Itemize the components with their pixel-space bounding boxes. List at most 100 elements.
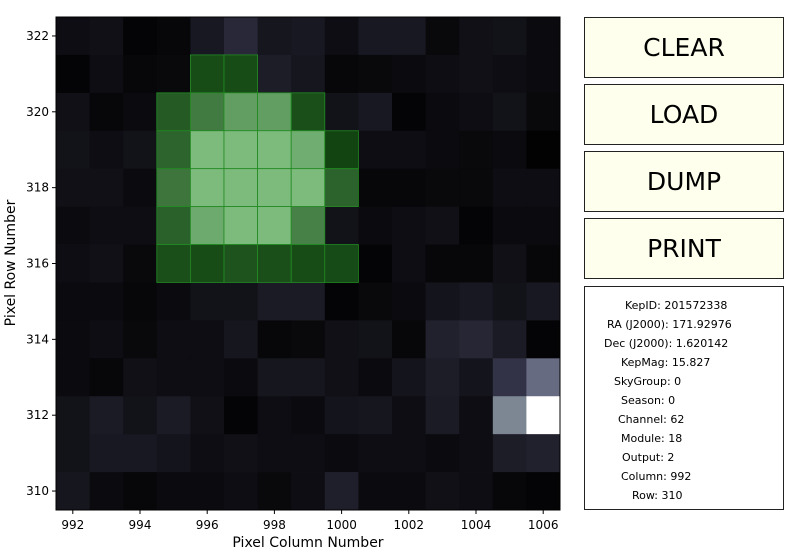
pixel-cell[interactable] (257, 282, 292, 321)
pixel-cell[interactable] (123, 244, 158, 283)
pixel-cell[interactable] (526, 130, 561, 170)
pixel-cell[interactable] (459, 434, 494, 473)
pixel-cell[interactable] (425, 472, 460, 511)
pixel-cell[interactable] (324, 54, 359, 94)
pixel-cell[interactable] (526, 206, 561, 245)
pixel-cell[interactable] (425, 320, 460, 359)
pixel-cell[interactable] (291, 17, 326, 56)
pixel-cell[interactable] (89, 54, 124, 94)
mask-pixel-cell[interactable] (223, 168, 258, 208)
mask-pixel-cell[interactable] (324, 168, 359, 208)
pixel-cell[interactable] (526, 54, 561, 94)
pixel-cell[interactable] (425, 168, 460, 208)
pixel-cell[interactable] (425, 17, 460, 56)
pixel-cell[interactable] (324, 396, 359, 435)
pixel-cell[interactable] (324, 282, 359, 321)
pixel-cell[interactable] (492, 396, 527, 435)
pixel-cell[interactable] (526, 17, 561, 56)
mask-pixel-cell[interactable] (189, 130, 225, 170)
pixel-cell[interactable] (425, 282, 460, 321)
mask-pixel-cell[interactable] (257, 92, 292, 132)
pixel-cell[interactable] (492, 434, 527, 473)
pixel-cell[interactable] (459, 320, 494, 359)
mask-pixel-cell[interactable] (189, 168, 225, 208)
pixel-cell[interactable] (425, 244, 460, 283)
mask-pixel-cell[interactable] (257, 168, 292, 208)
pixel-cell[interactable] (257, 472, 292, 511)
pixel-cell[interactable] (425, 92, 460, 132)
pixel-cell[interactable] (89, 244, 124, 283)
mask-pixel-cell[interactable] (290, 130, 326, 170)
pixel-cell[interactable] (156, 472, 191, 511)
pixel-cell[interactable] (358, 17, 393, 56)
mask-pixel-cell[interactable] (290, 244, 326, 283)
pixel-cell[interactable] (392, 396, 426, 435)
pixel-cell[interactable] (123, 282, 158, 321)
pixel-cell[interactable] (526, 282, 561, 321)
pixel-cell[interactable] (291, 282, 326, 321)
mask-pixel-cell[interactable] (156, 130, 191, 170)
pixel-cell[interactable] (89, 358, 124, 397)
pixel-cell[interactable] (56, 206, 90, 245)
pixel-cell[interactable] (291, 320, 326, 359)
pixel-cell[interactable] (324, 206, 359, 245)
pixel-cell[interactable] (459, 92, 494, 132)
pixel-cell[interactable] (89, 396, 124, 435)
pixel-cell[interactable] (224, 320, 258, 359)
pixel-cell[interactable] (89, 168, 124, 208)
pixel-cell[interactable] (257, 17, 292, 56)
pixel-cell[interactable] (392, 358, 426, 397)
pixel-cell[interactable] (425, 434, 460, 473)
pixel-cell[interactable] (123, 320, 158, 359)
pixel-cell[interactable] (56, 282, 90, 321)
pixel-cell[interactable] (190, 434, 225, 473)
pixel-cell[interactable] (492, 92, 527, 132)
pixel-cell[interactable] (492, 54, 527, 94)
pixel-cell[interactable] (392, 206, 426, 245)
pixel-cell[interactable] (358, 396, 393, 435)
load-button[interactable]: LOAD (584, 84, 784, 145)
pixel-cell[interactable] (89, 434, 124, 473)
pixel-cell[interactable] (358, 358, 393, 397)
pixel-cell[interactable] (190, 396, 225, 435)
pixel-cell[interactable] (56, 434, 90, 473)
pixel-cell[interactable] (459, 130, 494, 170)
pixel-cell[interactable] (459, 168, 494, 208)
pixel-cell[interactable] (89, 472, 124, 511)
mask-pixel-cell[interactable] (257, 130, 292, 170)
pixel-cell[interactable] (392, 54, 426, 94)
pixel-cell[interactable] (392, 168, 426, 208)
pixel-cell[interactable] (526, 472, 561, 511)
pixel-cell[interactable] (358, 472, 393, 511)
mask-pixel-cell[interactable] (189, 206, 225, 245)
pixel-cell[interactable] (123, 92, 158, 132)
pixel-cell[interactable] (392, 244, 426, 283)
mask-pixel-cell[interactable] (223, 54, 258, 94)
pixel-cell[interactable] (358, 130, 393, 170)
pixel-cell[interactable] (526, 434, 561, 473)
pixel-cell[interactable] (392, 434, 426, 473)
pixel-cell[interactable] (358, 92, 393, 132)
mask-pixel-cell[interactable] (223, 92, 258, 132)
pixel-cell[interactable] (425, 54, 460, 94)
pixel-cell[interactable] (459, 244, 494, 283)
pixel-cell[interactable] (459, 206, 494, 245)
pixel-cell[interactable] (156, 54, 191, 94)
heatmap-chart[interactable]: 992 994 996 998 1000 1002 1004 1006 31031231431… (0, 0, 580, 560)
mask-pixel-cell[interactable] (290, 206, 326, 245)
pixel-cell[interactable] (425, 358, 460, 397)
pixel-cell[interactable] (56, 130, 90, 170)
pixel-cell[interactable] (89, 206, 124, 245)
pixel-cell[interactable] (123, 434, 158, 473)
pixel-cell[interactable] (459, 17, 494, 56)
pixel-cell[interactable] (324, 320, 359, 359)
pixel-cell[interactable] (358, 434, 393, 473)
pixel-cell[interactable] (56, 168, 90, 208)
mask-pixel-cell[interactable] (290, 168, 326, 208)
pixel-cell[interactable] (89, 92, 124, 132)
pixel-cell[interactable] (89, 282, 124, 321)
pixel-cell[interactable] (123, 358, 158, 397)
pixel-cell[interactable] (459, 54, 494, 94)
pixel-cell[interactable] (224, 282, 258, 321)
pixel-cell[interactable] (190, 320, 225, 359)
